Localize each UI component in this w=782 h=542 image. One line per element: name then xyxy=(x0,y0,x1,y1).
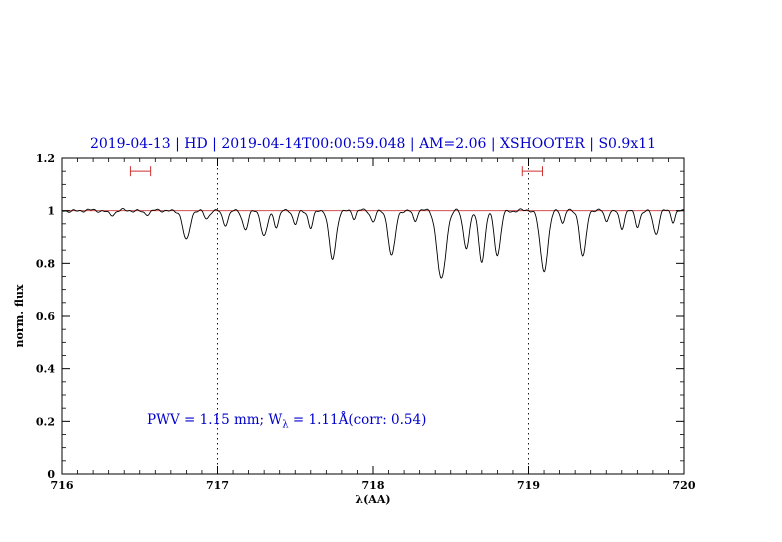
y-tick-label: 0.4 xyxy=(36,363,55,376)
pwv-annotation-prefix: PWV = 1.15 mm; W xyxy=(147,412,283,428)
y-tick-label: 0.8 xyxy=(36,257,55,270)
x-tick-label: 718 xyxy=(362,479,385,492)
y-axis-label: norm. flux xyxy=(13,284,26,347)
y-tick-label: 0.6 xyxy=(36,310,55,323)
x-tick-label: 717 xyxy=(206,479,229,492)
pwv-annotation-lambda-subscript: λ xyxy=(282,419,289,431)
plot-title: 2019-04-13 | HD | 2019-04-14T00:00:59.04… xyxy=(89,136,657,152)
x-tick-label: 716 xyxy=(51,479,74,492)
y-tick-label: 1 xyxy=(47,205,55,218)
x-axis-label: λ(AA) xyxy=(355,493,390,506)
pwv-annotation: PWV = 1.15 mm; Wλ = 1.11Å(corr: 0.54) xyxy=(147,412,426,431)
y-tick-label: 1.2 xyxy=(36,152,55,165)
x-tick-label: 720 xyxy=(673,479,696,492)
pwv-annotation-suffix: = 1.11Å(corr: 0.54) xyxy=(288,412,427,428)
y-tick-label: 0.2 xyxy=(36,415,55,428)
spectrum-line xyxy=(61,208,685,279)
y-tick-label: 0 xyxy=(47,468,55,481)
plot-generated-layer: 716 717 718 719 720 0 0.2 0.4 0.6 0.8 1 1.2 xyxy=(36,152,696,492)
x-tick-label: 719 xyxy=(517,479,540,492)
